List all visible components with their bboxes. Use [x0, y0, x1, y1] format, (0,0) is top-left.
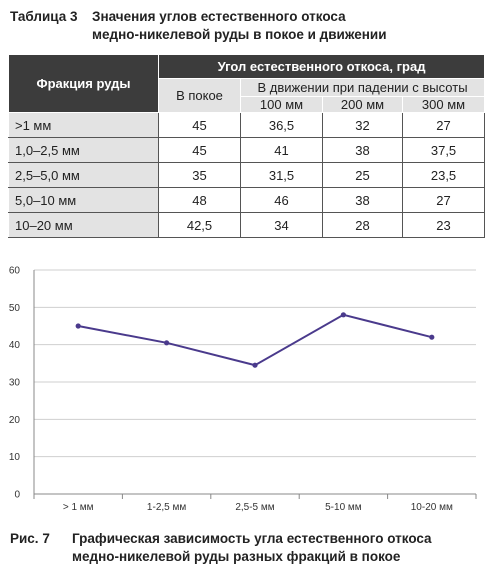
cell-h100: 46 — [240, 187, 323, 213]
cell-rest: 45 — [158, 137, 241, 163]
y-tick-label: 10 — [9, 452, 21, 463]
figure-number: Рис. 7 — [10, 531, 50, 546]
header-height-300: 300 мм — [401, 96, 486, 113]
cell-rest: 35 — [158, 162, 241, 188]
data-point — [164, 340, 170, 346]
cell-h100: 31,5 — [240, 162, 323, 188]
table-caption: Таблица 3 Значения углов естественного от… — [10, 8, 480, 44]
cell-fraction: 5,0–10 мм — [8, 187, 159, 213]
cell-h200: 32 — [322, 112, 403, 138]
header-angle-group: Угол естественного откоса, град — [157, 54, 486, 79]
series-line — [78, 313, 433, 367]
y-tick-label: 0 — [14, 490, 20, 501]
figure-title-line2: медно-никелевой руды разных фракций в по… — [72, 549, 401, 564]
cell-h200: 25 — [322, 162, 403, 188]
cell-h200: 38 — [322, 187, 403, 213]
cell-h300: 27 — [401, 112, 486, 138]
cell-h300: 37,5 — [401, 137, 486, 163]
header-height-200: 200 мм — [322, 96, 403, 113]
cell-h200: 28 — [322, 212, 403, 238]
cell-fraction: >1 мм — [8, 112, 159, 138]
data-point — [75, 323, 81, 329]
y-tick-label: 30 — [9, 378, 21, 389]
chart-svg: 0 10 20 30 40 50 60 > 1 мм 1-2,5 мм 2,5-5 мм 5-10 … — [9, 266, 477, 513]
cell-h100: 36,5 — [240, 112, 323, 138]
cell-rest: 45 — [158, 112, 241, 138]
cell-fraction: 10–20 мм — [8, 212, 159, 238]
line-chart: 0 10 20 30 40 50 60 > 1 мм 1-2,5 мм 2,5-5 мм 5-10 … — [6, 256, 486, 516]
x-tick-label: 5-10 мм — [325, 502, 362, 513]
y-tick-label: 20 — [9, 415, 21, 426]
table-number: Таблица 3 — [10, 9, 78, 24]
x-tick-label: 2,5-5 мм — [235, 502, 274, 513]
x-tick-label: 1-2,5 мм — [147, 502, 186, 513]
y-tick-label: 60 — [9, 266, 21, 277]
x-tick-label: > 1 мм — [63, 502, 94, 513]
header-rest: В покое — [158, 78, 241, 113]
data-point — [429, 334, 435, 340]
y-tick-label: 40 — [9, 340, 21, 351]
cell-fraction: 2,5–5,0 мм — [8, 162, 159, 188]
table-row: 10–20 мм 42,5 34 28 23 — [8, 212, 486, 238]
table-row: 1,0–2,5 мм 45 41 38 37,5 — [8, 137, 486, 163]
table-row: 2,5–5,0 мм 35 31,5 25 23,5 — [8, 162, 486, 188]
header-motion: В движении при падении с высоты — [239, 78, 486, 97]
table-title-line1: Значения углов естественного откоса — [92, 9, 346, 24]
angle-table: Фракция руды Угол естественного откоса, … — [8, 54, 486, 238]
x-tick-label: 10-20 мм — [411, 502, 453, 513]
figure-title-line1: Графическая зависимость угла естественно… — [72, 531, 432, 546]
table-row: >1 мм 45 36,5 32 27 — [8, 112, 486, 138]
cell-h300: 23 — [401, 212, 486, 238]
cell-rest: 48 — [158, 187, 241, 213]
cell-h100: 41 — [240, 137, 323, 163]
data-point — [340, 312, 346, 318]
table-title-line2: медно-никелевой руды в покое и движении — [92, 27, 387, 42]
data-point — [252, 362, 258, 368]
cell-h200: 38 — [322, 137, 403, 163]
cell-h100: 34 — [240, 212, 323, 238]
table-row: 5,0–10 мм 48 46 38 27 — [8, 187, 486, 213]
figure-caption: Рис. 7 Графическая зависимость угла естес… — [10, 530, 480, 566]
cell-h300: 23,5 — [401, 162, 486, 188]
cell-fraction: 1,0–2,5 мм — [8, 137, 159, 163]
header-height-100: 100 мм — [240, 96, 323, 113]
y-tick-label: 50 — [9, 303, 21, 314]
cell-h300: 27 — [401, 187, 486, 213]
header-fraction: Фракция руды — [8, 54, 159, 113]
cell-rest: 42,5 — [158, 212, 241, 238]
